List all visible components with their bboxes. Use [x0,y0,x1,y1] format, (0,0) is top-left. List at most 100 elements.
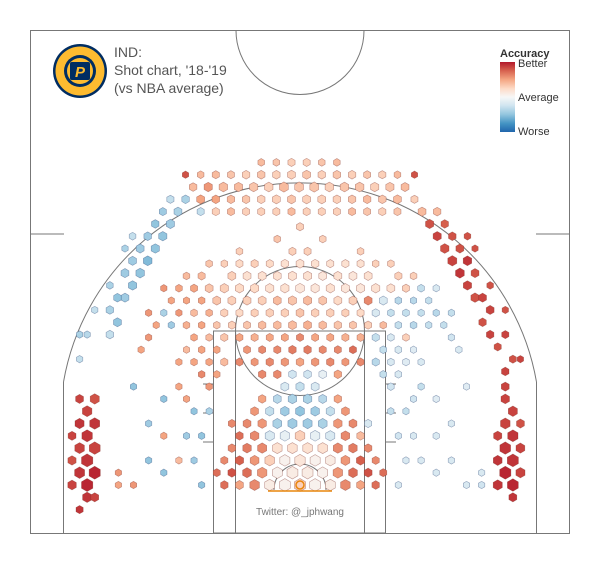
hexbin-398 [242,207,250,217]
hexbin-151 [205,333,213,342]
hexbin-387 [347,194,357,205]
hexbin-38 [310,405,320,417]
hexbin-202 [447,308,455,317]
hexbin-263 [265,259,274,269]
hexbin-378 [279,181,289,193]
hexbin-200 [440,321,448,330]
hexbin-344 [433,206,442,217]
hexbin-188 [462,480,471,490]
hexbin-25 [302,417,313,430]
hexbin-225 [287,295,297,306]
hexbin-348 [105,305,114,315]
hexbin-96 [333,345,342,355]
hexbin-306 [75,505,84,515]
hexbin-113 [318,320,327,330]
hexbin-333 [470,268,480,279]
hexbin-402 [302,207,311,217]
hexbin-274 [197,271,206,281]
hexbin-167 [183,345,190,354]
hexbin-157 [205,407,213,416]
hexbin-416 [302,169,311,180]
hexbin-209 [175,308,183,317]
hexbin-355 [128,255,137,266]
hexbin-18 [317,442,328,454]
hexbin-70 [227,443,236,453]
hexbin-269 [273,234,281,244]
hexbin-221 [182,320,191,330]
hexbin-73 [371,455,380,465]
hexbin-76 [212,468,221,478]
hexbin-23 [310,430,321,442]
hexbin-361 [151,219,160,229]
hexbin-338 [455,243,465,254]
hexbin-182 [432,394,440,403]
hexbin-118 [243,320,251,330]
hexbin-246 [219,283,229,294]
hexbin-160 [409,394,418,403]
hexbin-174 [402,456,410,465]
hexbin-317 [516,418,525,429]
hexbin-296 [89,393,100,405]
hexbin-105 [341,332,350,342]
hexbin-54 [295,381,305,392]
hexbin-219 [190,308,198,318]
hexbin-206 [425,321,433,330]
hexbin-61 [333,394,342,404]
hexbin-288 [235,259,244,269]
hexbin-376 [264,181,274,193]
hexbin-97 [258,345,267,355]
hexbin-90 [341,357,350,367]
hexbin-436 [501,305,509,315]
hexbin-340 [448,231,457,241]
hexbin-319 [492,454,503,466]
hexbin-137 [213,345,221,354]
hexbin-332 [462,280,472,291]
hexbin-2 [286,466,299,480]
hexbin-203 [145,308,153,317]
hexbin-342 [440,219,449,229]
hexbin-100 [296,332,304,342]
hexbin-144 [387,382,395,391]
hexbin-435 [91,305,99,315]
hexbin-35 [348,467,358,479]
hexbin-352 [120,268,130,279]
hexbin-30 [264,430,275,442]
hexbin-88 [326,357,335,367]
hexbin-171 [198,431,206,440]
hexbin-162 [417,382,425,391]
hexbin-19 [272,442,283,454]
hexbin-71 [371,480,380,490]
hexbin-429 [128,231,137,241]
hexbin-287 [356,259,365,269]
hexbin-328 [501,330,510,340]
hexbin-305 [90,492,99,503]
hexbin-183 [160,394,168,403]
hexbin-177 [198,480,206,490]
hexbin-154 [402,333,410,342]
hexbin-53 [235,480,244,490]
hexbin-84 [258,369,267,380]
hexbin-102 [280,332,289,342]
hexbin-255 [348,271,358,281]
legend-average-label: Average [518,92,559,104]
hexbin-180 [432,431,440,440]
hexbin-212 [425,296,433,305]
hexbin-81 [318,369,327,380]
hexbin-431 [121,244,129,253]
hexbin-27 [317,418,328,429]
hexbin-350 [113,292,122,303]
hexbin-192 [478,480,486,490]
hexbin-420 [363,170,372,180]
hexbin-291 [81,453,94,468]
hexbin-103 [326,332,335,342]
hexbin-3 [309,478,322,492]
hexbin-324 [508,354,517,364]
hexbin-294 [89,417,100,430]
hexbin-152 [402,357,410,367]
hexbin-234 [378,295,388,306]
hexbin-199 [145,333,153,342]
hexbin-354 [143,255,153,267]
hexbin-326 [486,329,495,340]
hexbin-360 [166,218,175,229]
hexbin-309 [506,453,519,468]
